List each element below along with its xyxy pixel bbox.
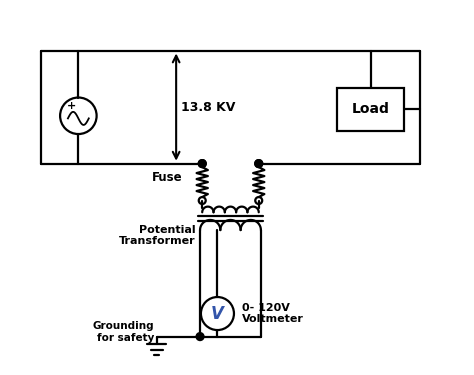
Text: Fuse: Fuse (152, 171, 182, 184)
Text: Potential
Transformer: Potential Transformer (119, 225, 196, 246)
Circle shape (255, 160, 263, 168)
Circle shape (198, 160, 206, 168)
Text: 13.8 KV: 13.8 KV (182, 100, 236, 114)
Text: 0- 120V
Voltmeter: 0- 120V Voltmeter (242, 303, 304, 324)
Text: Load: Load (352, 102, 390, 116)
Bar (337, 87, 404, 131)
Circle shape (196, 333, 204, 340)
Text: Grounding
for safety: Grounding for safety (93, 321, 155, 343)
Text: +: + (67, 101, 76, 111)
Text: V: V (211, 304, 224, 322)
